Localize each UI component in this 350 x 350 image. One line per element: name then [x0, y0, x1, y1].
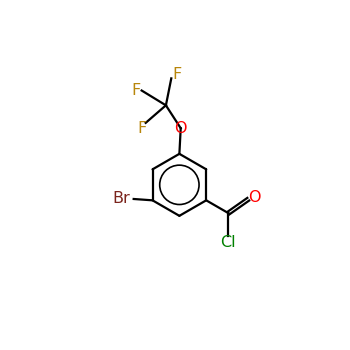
- Text: F: F: [172, 67, 181, 82]
- Text: F: F: [131, 83, 140, 98]
- Text: O: O: [174, 121, 187, 136]
- Text: F: F: [137, 121, 146, 136]
- Text: Br: Br: [113, 191, 131, 206]
- Text: Cl: Cl: [220, 235, 236, 250]
- Text: O: O: [248, 190, 260, 205]
